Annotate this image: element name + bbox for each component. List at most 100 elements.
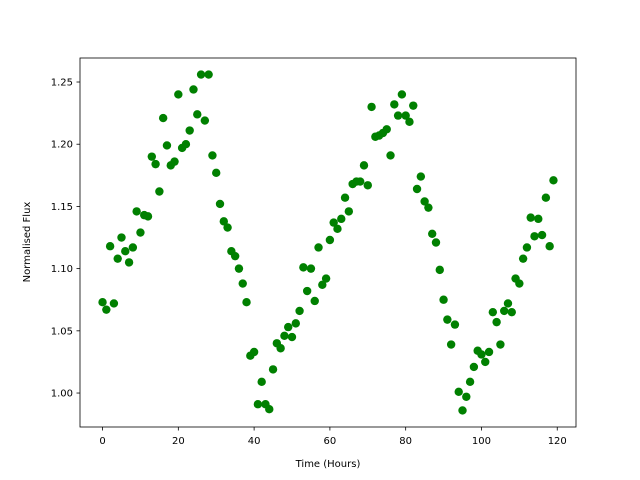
point	[200, 116, 210, 125]
x-tick-label: 0	[99, 436, 105, 447]
x-axis-label: Time (Hours)	[295, 459, 361, 470]
point	[446, 340, 456, 349]
point	[257, 377, 266, 387]
point	[431, 238, 441, 247]
point	[484, 347, 494, 357]
point	[530, 232, 539, 241]
point	[526, 213, 535, 222]
point	[465, 377, 475, 387]
point	[443, 315, 452, 324]
point	[132, 207, 141, 216]
x-tick-label: 60	[324, 436, 337, 447]
x-tick-label: 120	[548, 436, 567, 447]
point	[545, 242, 554, 251]
y-tick-label: 1.05	[51, 326, 73, 337]
point	[428, 229, 437, 238]
point	[534, 214, 543, 224]
point	[196, 70, 206, 79]
point	[208, 151, 217, 160]
point	[549, 176, 558, 185]
point	[181, 140, 191, 149]
point	[503, 299, 513, 308]
point	[329, 218, 338, 227]
y-axis-label: Normalised Flux	[22, 202, 33, 283]
point	[147, 152, 157, 161]
point	[215, 199, 225, 209]
point	[291, 319, 300, 328]
point	[340, 193, 350, 202]
point	[128, 243, 138, 252]
point	[518, 254, 528, 263]
point	[155, 187, 164, 196]
point	[185, 126, 194, 135]
point	[333, 224, 342, 234]
point	[151, 159, 160, 169]
point	[193, 110, 202, 119]
point	[435, 265, 444, 275]
point	[499, 306, 509, 316]
point	[295, 306, 304, 316]
point	[477, 350, 486, 359]
point	[280, 331, 289, 341]
point	[299, 263, 308, 272]
point	[412, 184, 422, 194]
point	[253, 400, 263, 409]
point	[306, 264, 316, 273]
point	[439, 295, 448, 304]
y-tick-label: 1.00	[51, 389, 73, 400]
point	[98, 298, 107, 307]
point	[249, 347, 259, 357]
point	[424, 203, 433, 212]
point	[121, 247, 130, 256]
point	[265, 405, 274, 414]
y-tick-label: 1.25	[51, 78, 73, 89]
point	[234, 264, 244, 273]
point	[492, 317, 501, 327]
axes-frame	[79, 57, 577, 428]
point	[136, 228, 145, 237]
point	[189, 85, 198, 94]
point	[242, 298, 251, 307]
point	[124, 258, 134, 267]
point	[318, 280, 327, 289]
point	[212, 168, 221, 178]
point	[515, 279, 524, 288]
point	[105, 242, 115, 251]
y-tick-label: 1.15	[51, 202, 73, 213]
point	[310, 296, 319, 306]
point	[409, 101, 418, 110]
point	[386, 151, 395, 160]
point	[284, 322, 293, 332]
point	[363, 181, 372, 190]
point	[113, 254, 122, 263]
point	[287, 332, 297, 342]
point	[450, 320, 460, 329]
x-tick-label: 40	[248, 436, 261, 447]
point	[204, 70, 213, 79]
point	[158, 113, 168, 123]
point	[401, 111, 410, 120]
point	[416, 172, 426, 181]
y-tick-label: 1.10	[51, 264, 73, 275]
point	[541, 193, 551, 202]
x-tick-label: 80	[399, 436, 412, 447]
point	[382, 125, 391, 134]
point	[302, 286, 312, 296]
point	[117, 233, 126, 242]
point	[268, 365, 278, 374]
point	[170, 157, 179, 166]
point	[314, 243, 323, 252]
point	[321, 274, 331, 283]
point	[405, 117, 414, 127]
point	[109, 299, 119, 308]
point	[102, 305, 111, 314]
point	[496, 340, 505, 349]
point	[276, 344, 285, 353]
point	[367, 102, 376, 112]
point	[359, 161, 369, 170]
point	[143, 212, 153, 221]
point	[462, 392, 471, 401]
point	[223, 223, 232, 232]
